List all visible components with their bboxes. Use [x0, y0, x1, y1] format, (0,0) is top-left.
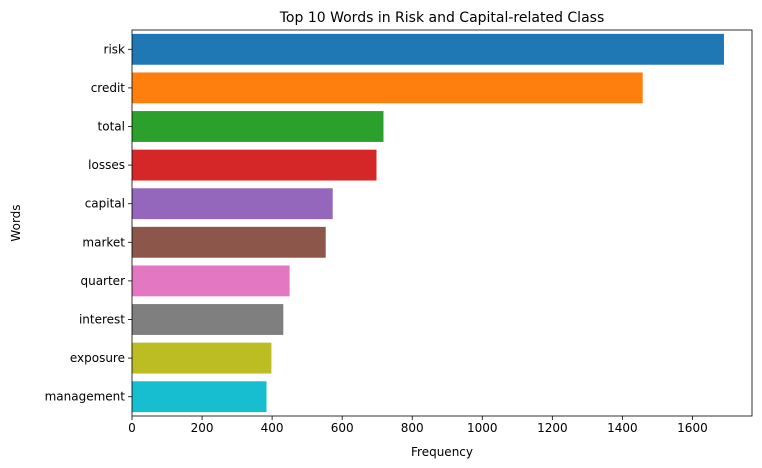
chart-title: Top 10 Words in Risk and Capital-related…: [279, 10, 604, 26]
y-axis-title: Words: [9, 204, 23, 241]
x-tick-label: 800: [401, 421, 424, 435]
y-tick-label: quarter: [80, 274, 125, 288]
x-tick-label: 400: [261, 421, 284, 435]
y-tick-label: credit: [91, 81, 126, 95]
x-tick-label: 200: [191, 421, 214, 435]
x-tick-label: 0: [128, 421, 136, 435]
y-tick-label: risk: [104, 42, 126, 56]
x-tick-label: 1200: [537, 421, 568, 435]
bar-capital: [132, 188, 333, 220]
y-tick-label: market: [82, 235, 125, 249]
bar-losses: [132, 149, 377, 181]
bar-management: [132, 381, 267, 413]
bars-group: [132, 33, 724, 413]
bar-total: [132, 111, 384, 142]
bar-market: [132, 226, 326, 258]
y-axis-ticks: risk credit total losses capital market quarte…: [45, 42, 132, 404]
bar-quarter: [132, 265, 290, 297]
y-tick-label: interest: [79, 313, 125, 327]
plot-frame: [131, 29, 753, 417]
y-tick-label: exposure: [70, 351, 125, 365]
x-tick-label: 1400: [607, 421, 638, 435]
y-tick-label: capital: [85, 197, 125, 211]
x-axis-ticks: 0 200 400 600 800 1000 1200 1400 1600: [128, 416, 708, 435]
y-tick-label: losses: [88, 158, 125, 172]
x-axis-title: Frequency: [411, 445, 473, 459]
bar-exposure: [132, 342, 272, 374]
x-tick-label: 1000: [467, 421, 498, 435]
x-tick-label: 1600: [677, 421, 708, 435]
bar-credit: [132, 72, 643, 104]
y-tick-label: total: [98, 120, 125, 134]
x-tick-label: 600: [331, 421, 354, 435]
bar-risk: [132, 33, 724, 65]
bar-interest: [132, 304, 284, 335]
y-tick-label: management: [45, 390, 126, 404]
